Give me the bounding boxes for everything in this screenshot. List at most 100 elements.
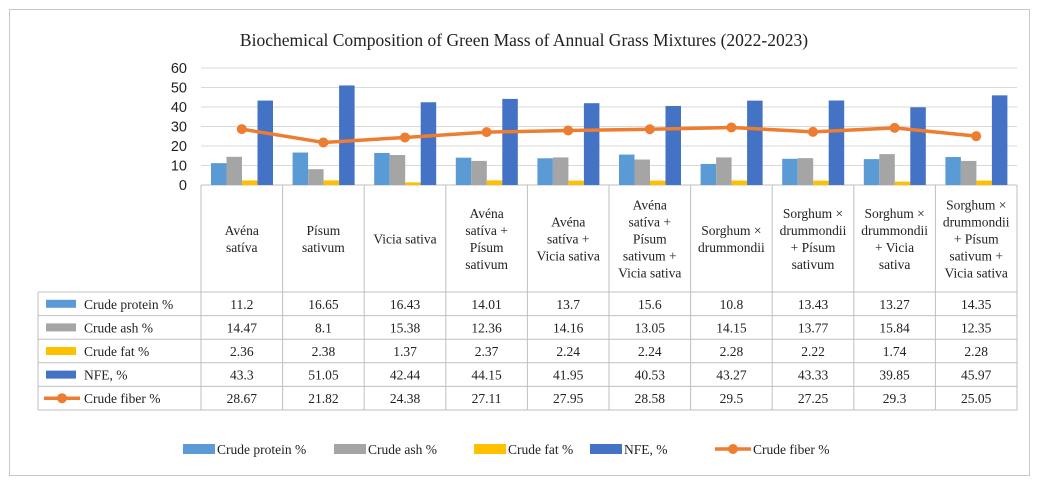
data-label: 24.38 [390,391,421,406]
data-label: 29.5 [720,391,744,406]
data-label: 11.2 [230,297,253,312]
crude-protein-legend-key [183,444,215,454]
crude-ash-bar [716,157,732,185]
y-tick-label: 30 [171,120,187,136]
crude-ash-bar [226,156,242,185]
data-label: 12.36 [471,320,502,335]
data-label: 44.15 [471,368,502,383]
data-label: 43.27 [716,368,747,383]
legend-entry: Crude protein % [217,442,306,457]
legend-entry: Crude fiber % [753,442,829,457]
chart-title: Biochemical Composition of Green Mass of… [240,30,808,50]
crude-ash-bar [389,155,406,185]
crude-protein-bar [455,157,472,185]
crude-protein-bar [863,159,880,185]
data-label: 13.43 [798,297,829,312]
y-tick-label: 10 [171,159,187,175]
y-tick-label: 50 [171,81,187,97]
crude-protein-bar [211,163,227,185]
crude-fiber-point [808,126,818,137]
nfe-bar [747,100,763,185]
crude-fiber-point [971,131,982,142]
data-label: 1.37 [393,344,417,359]
crude-protein-key [46,299,76,308]
data-label: 29.3 [883,391,907,406]
crude-fiber-point [889,122,900,133]
crude-ash-bar [471,160,487,185]
crude-fat-bar [486,180,503,185]
nfe-key [46,370,76,379]
crude-ash-bar [634,159,650,185]
series-row-label: Crude ash % [84,320,153,335]
data-label: 51.05 [308,368,339,383]
y-tick-label: 20 [171,139,187,155]
data-label: 2.28 [720,344,744,359]
data-label: 2.28 [964,344,988,359]
data-label: 25.05 [961,391,992,406]
category-label: Písum sativum [302,223,345,255]
series-row-label: Crude fat % [84,344,149,359]
legend-entry: NFE, % [624,442,668,457]
data-label: 13.27 [879,297,910,312]
data-label: 45.97 [961,368,992,383]
crude-protein-bar [782,158,798,185]
data-label: 15.84 [879,320,910,335]
nfe-bar [665,105,681,185]
crude-fat-bar [976,180,992,185]
nfe-bar [502,98,518,185]
data-label: 27.95 [553,391,584,406]
crude-fiber-point [481,127,492,138]
crude-protein-bar [619,154,635,185]
data-label: 2.24 [556,344,580,359]
crude-fat-bar [894,181,911,185]
crude-ash-bar [308,169,324,185]
crude-ash-key [46,323,76,332]
category-label: Avéna satíva [225,223,259,255]
crude-fiber-key-marker [57,393,67,404]
data-label: 15.38 [390,320,421,335]
data-label: 15.6 [638,297,662,312]
crude-ash-bar [960,160,977,185]
crude-protein-bar [374,152,390,185]
data-label: 14.16 [553,320,584,335]
nfe-bar [991,95,1008,185]
data-label: 13.7 [556,297,580,312]
category-label: Avéna satíva + Písum sativum [465,206,508,272]
crude-fat-bar [323,180,340,185]
nfe-bar [420,102,437,185]
data-label: 2.22 [801,344,825,359]
data-label: 12.35 [961,320,992,335]
category-label: Vicia sativa [373,232,436,247]
crude-fat-bar [813,180,829,185]
data-label: 43.3 [230,368,254,383]
data-label: 14.47 [227,320,258,335]
data-label: 13.05 [635,320,666,335]
data-label: 40.53 [635,368,666,383]
nfe-bar [828,100,845,185]
data-label: 14.35 [961,297,992,312]
crude-protein-bar [537,158,553,185]
crude-protein-bar [945,157,961,185]
data-label: 42.44 [390,368,421,383]
crude-fat-bar [568,180,584,185]
category-label: Avéna satíva + Vicia sativa [537,215,600,264]
data-label: 8.1 [315,320,332,335]
nfe-bar [583,103,600,185]
nfe-legend-key [590,444,622,454]
series-row-label: Crude fiber % [84,391,160,406]
nfe-bar [910,107,926,185]
crude-fiber-point [236,124,247,135]
data-label: 2.37 [475,344,499,359]
chart-frame [9,9,1030,476]
y-tick-label: 60 [171,61,187,77]
y-tick-label: 0 [179,178,187,194]
crude-fiber-line [241,125,977,145]
crude-protein-bar [292,152,309,185]
crude-fiber-point [644,124,655,135]
crude-fat-bar [405,182,421,185]
legend-entry: Crude fat % [508,442,573,457]
crude-fiber-point [400,132,410,143]
crude-fat-bar [650,180,666,185]
data-label: 43.33 [798,368,829,383]
data-label: 27.11 [472,391,502,406]
